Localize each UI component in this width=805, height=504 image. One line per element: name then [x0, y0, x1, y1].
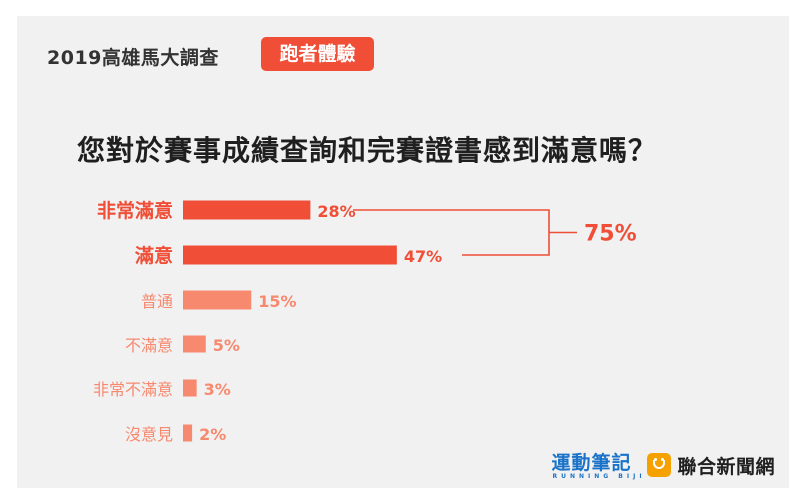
value-label-5: 2%: [199, 425, 226, 444]
bar-0: [183, 200, 311, 220]
running-biji-logo: 運動筆記 RUNNING BIJI: [551, 448, 641, 482]
bar-chart: 非常滿意 28% 滿意 47% 普通 15% 不滿意 5% 非常不滿意 3% 沒意見 2% 75%: [93, 199, 637, 444]
value-label-2: 15%: [258, 292, 296, 311]
category-label-0: 非常滿意: [97, 199, 173, 222]
value-label-0: 28%: [317, 202, 355, 221]
survey-title: 2019高雄馬大調查: [47, 47, 219, 69]
question-heading: 您對於賽事成績查詢和完賽證書感到滿意嗎？: [77, 134, 658, 167]
footer-logos: 運動筆記 RUNNING BIJI 聯合新聞網: [551, 448, 775, 482]
bar-2: [183, 290, 252, 310]
category-label-3: 不滿意: [125, 336, 173, 355]
udn-logo: 聯合新聞網: [647, 452, 775, 479]
bracket-total-label: 75%: [584, 222, 637, 247]
bar-1: [183, 245, 397, 265]
category-label-5: 沒意見: [125, 425, 173, 444]
category-label-1: 滿意: [135, 244, 173, 267]
value-label-1: 47%: [404, 247, 442, 266]
udn-logo-name: 聯合新聞網: [677, 455, 775, 478]
value-label-4: 3%: [204, 380, 231, 399]
bar-3: [183, 335, 206, 353]
value-label-3: 5%: [213, 336, 240, 355]
infographic-card: 2019高雄馬大調查 跑者體驗 您對於賽事成績查詢和完賽證書感到滿意嗎？ 非常滿…: [17, 16, 789, 488]
udn-smile-icon: [647, 453, 672, 477]
running-biji-logo-name: 運動筆記: [551, 452, 632, 474]
category-label-4: 非常不滿意: [93, 380, 173, 399]
bar-4: [183, 379, 197, 397]
topic-badge: 跑者體驗: [261, 37, 374, 71]
category-label-2: 普通: [141, 292, 173, 311]
running-biji-logo-subtitle: RUNNING BIJI: [552, 473, 646, 480]
bar-5: [183, 424, 193, 442]
